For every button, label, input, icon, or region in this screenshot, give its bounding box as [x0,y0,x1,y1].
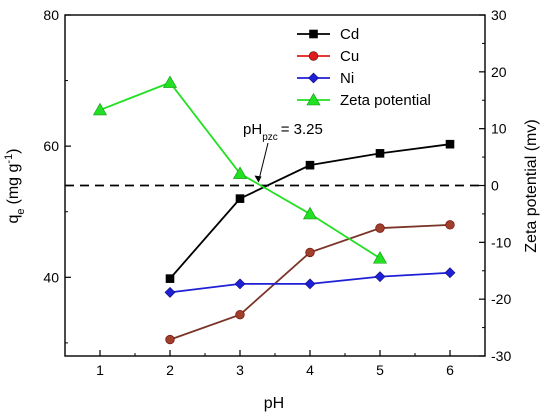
data-point [232,166,248,179]
data-point [374,271,386,283]
data-point [165,334,175,345]
legend: Cd Cu Ni Zeta potential [297,26,431,109]
data-point [445,139,455,149]
right-y-tick-label: 30 [491,7,507,23]
legend-marker [309,29,318,39]
data-point [305,160,315,170]
data-point [164,286,176,298]
series-cu [165,220,455,345]
left-y-tick-label: 40 [43,269,59,285]
legend-label: Cu [340,48,359,65]
left-y-axis-title-unit-end: ) [5,148,22,153]
data-point [302,206,318,220]
left-y-axis-title-sub: e [15,208,27,214]
data-point [165,274,175,283]
data-point [234,278,246,290]
pzc-annotation-text: pHpzc = 3.25 [243,121,323,143]
data-point [304,278,316,290]
series-cd [165,139,455,283]
right-y-tick-label: 20 [491,64,507,80]
right-y-tick-label: -20 [491,291,511,307]
x-tick-label: 6 [446,362,454,378]
annotation: pHpzc = 3.25 [243,121,323,183]
left-y-axis-title-unit: (mg g [5,164,22,205]
legend-item-cd: Cd [297,26,359,43]
data-point [445,220,455,230]
legend-item-cu: Cu [297,48,359,65]
data-point [444,267,456,279]
right-y-tick-label: -10 [491,234,511,250]
left-y-axis-title: qe (mg g-1) [3,148,27,223]
legend-label: Cd [340,26,359,43]
left-y-axis-title-main: q [5,215,22,224]
right-y-axis-title: Zeta potential (mv) [523,119,540,252]
legend-label: Zeta potential [340,92,431,109]
series-layer [92,75,456,345]
data-point [305,247,315,258]
legend-marker [308,51,319,61]
left-y-axis-title-unit-sup: -1 [3,154,15,164]
x-tick-label: 5 [376,362,384,378]
data-point [162,75,178,88]
legend-item-zeta-potential: Zeta potential [297,92,431,109]
pzc-annotation-arrowhead [254,175,262,183]
left-y-tick-label: 60 [43,138,59,154]
x-axis-title: pH [264,395,284,412]
data-point [235,309,245,320]
legend-item-ni: Ni [297,70,354,87]
series-ni [164,267,456,298]
right-y-tick-label: -30 [491,348,511,364]
legend-label: Ni [340,70,354,87]
legend-marker [308,72,319,84]
x-tick-label: 1 [96,362,104,378]
right-y-tick-label: 0 [491,178,499,194]
data-point [235,194,245,203]
x-tick-label: 3 [236,362,244,378]
x-tick-label: 2 [166,362,174,378]
data-point [375,223,385,233]
series-zeta-potential [92,75,388,264]
pzc-annotation-arrow [258,142,269,182]
axes: 1 2 3 4 5 6 40 60 80 -30 -20 -10 0 10 20 30 [43,7,511,378]
data-point [375,149,385,158]
legend-marker [306,92,321,106]
left-y-tick-label: 80 [43,7,59,23]
x-tick-label: 4 [306,362,314,378]
right-y-tick-label: 10 [491,121,507,137]
data-point [92,102,108,116]
data-point [372,251,388,264]
